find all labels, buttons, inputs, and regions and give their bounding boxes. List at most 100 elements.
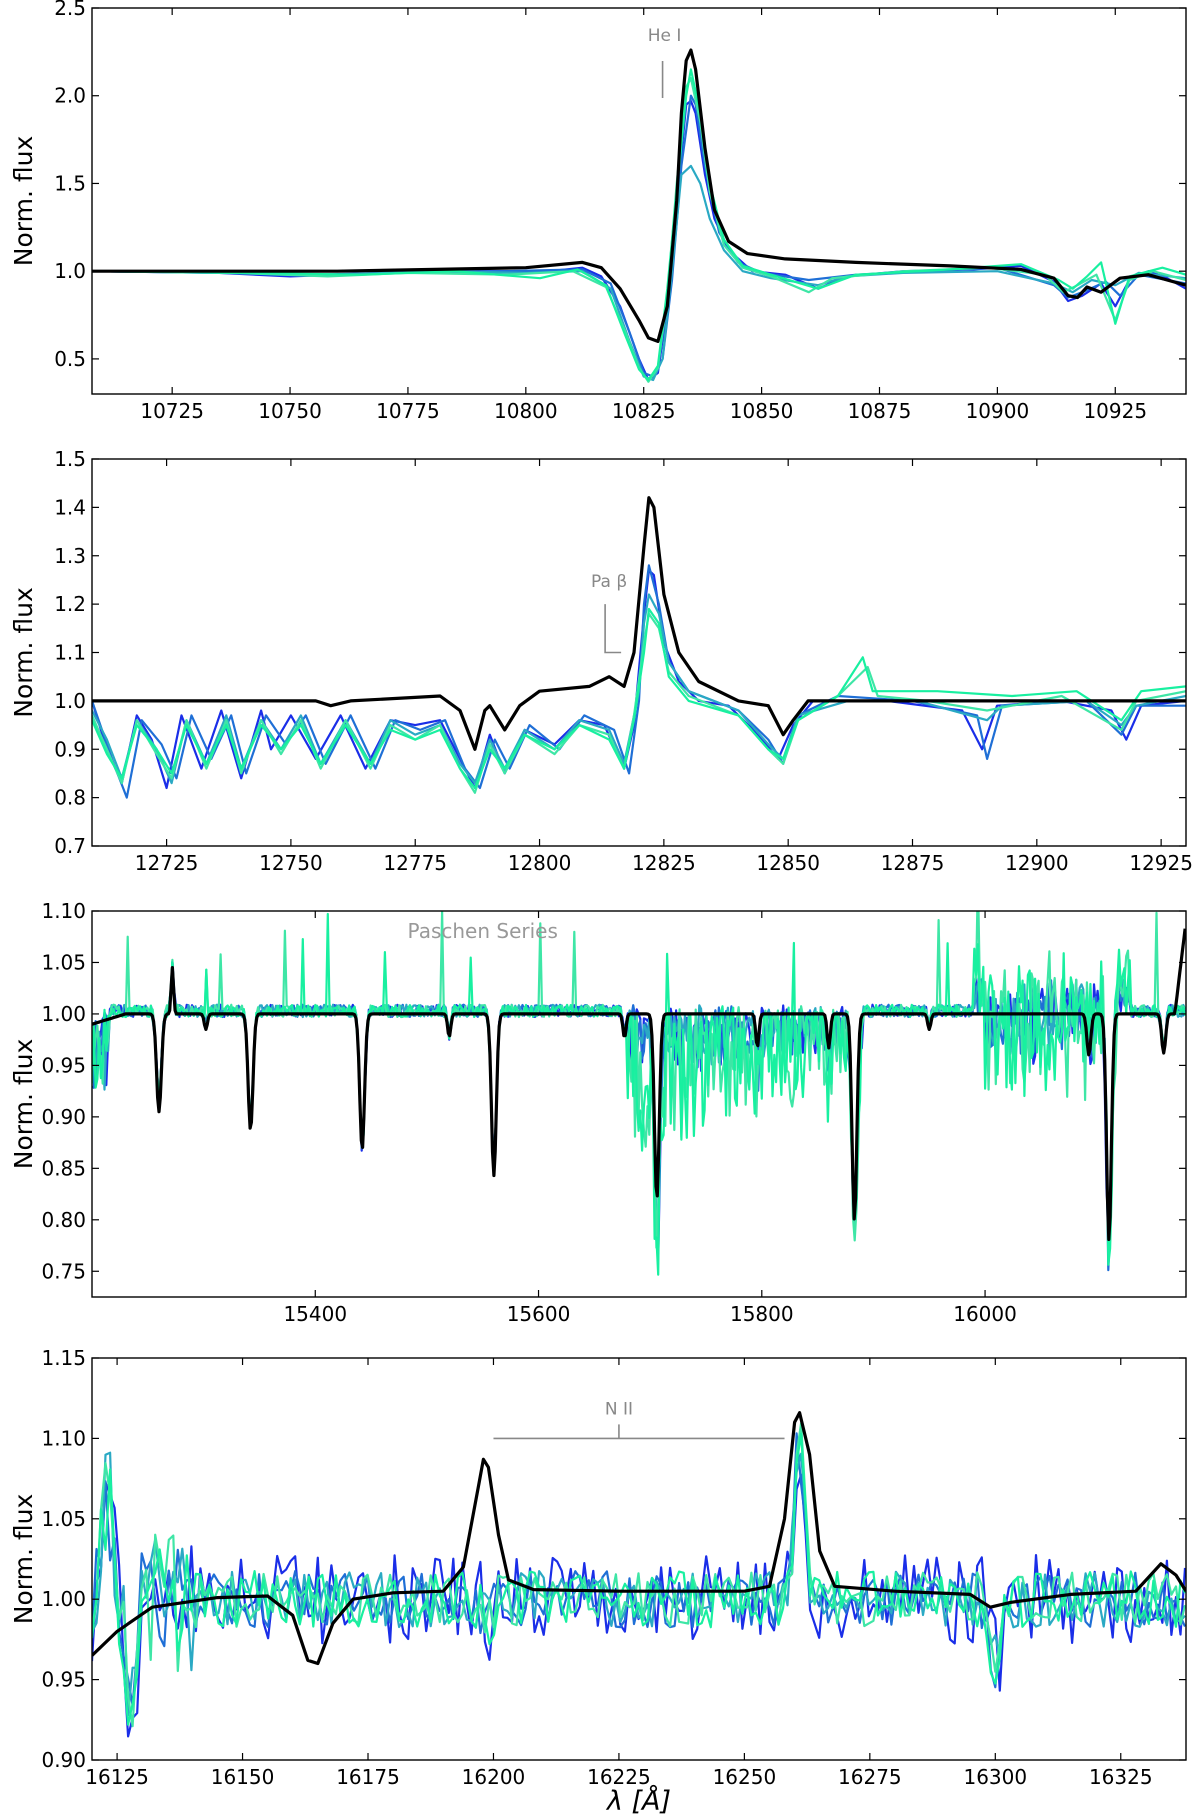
y-tick-label: 1.2 xyxy=(54,592,86,616)
y-tick-label: 0.80 xyxy=(41,1208,86,1232)
y-tick-label: 1.0 xyxy=(54,259,86,283)
x-tick-label: 12750 xyxy=(259,851,323,875)
y-tick-label: 1.00 xyxy=(41,1002,86,1026)
y-tick-label: 0.9 xyxy=(54,737,86,761)
y-tick-label: 0.85 xyxy=(41,1156,86,1180)
annotation-label: Paschen Series xyxy=(408,919,558,943)
y-axis-label: Norm. flux xyxy=(9,1039,38,1169)
x-tick-label: 10925 xyxy=(1083,399,1147,423)
y-tick-label: 1.10 xyxy=(41,1426,86,1450)
model-series xyxy=(92,928,1186,1241)
x-tick-label: 15600 xyxy=(507,1302,571,1326)
x-tick-label: 10775 xyxy=(376,399,440,423)
observed-series-3 xyxy=(92,593,1186,785)
x-tick-label: 10750 xyxy=(258,399,322,423)
x-tick-label: 16250 xyxy=(713,1765,777,1789)
model-series xyxy=(92,48,1186,343)
y-tick-label: 2.0 xyxy=(54,84,86,108)
observed-series-4 xyxy=(92,77,1186,383)
panel-paschen-series: 15400 15600 15800 16000 0.75 0.80 0.85 0.90 0.95… xyxy=(9,899,1187,1326)
y-tick-label: 1.05 xyxy=(41,1507,86,1531)
y-tick-label: 1.0 xyxy=(54,689,86,713)
x-tick-label: 10800 xyxy=(494,399,558,423)
x-tick-label: 10725 xyxy=(140,399,204,423)
x-tick-label: 15400 xyxy=(283,1302,347,1326)
y-tick-label: 1.1 xyxy=(54,641,86,665)
x-tick-label: 12800 xyxy=(508,851,572,875)
plot-area xyxy=(92,911,1186,1276)
plot-area xyxy=(92,1411,1186,1738)
axes-frame xyxy=(91,7,1187,395)
x-tick-label: 12775 xyxy=(383,851,447,875)
model-series xyxy=(92,496,1186,751)
x-tick-label: 10875 xyxy=(848,399,912,423)
annotation-marker xyxy=(604,604,622,654)
y-tick-label: 2.5 xyxy=(54,0,86,20)
y-tick-label: 1.10 xyxy=(41,899,86,923)
y-tick-label: 1.15 xyxy=(41,1346,86,1370)
y-tick-label: 1.5 xyxy=(54,171,86,195)
x-tick-label: 16000 xyxy=(953,1302,1017,1326)
plot-area xyxy=(92,496,1186,799)
panel-n-ii: 16125 16150 16175 16200 16225 16250 16275 16300… xyxy=(9,1346,1187,1789)
x-tick-label: 16200 xyxy=(462,1765,526,1789)
y-axis-label: Norm. flux xyxy=(9,136,38,266)
y-tick-label: 1.4 xyxy=(54,495,86,519)
panel-he-i: 10725 10750 10775 10800 10825 10850 10875 10900… xyxy=(9,0,1187,423)
y-axis-label: Norm. flux xyxy=(9,1494,38,1624)
y-tick-label: 0.5 xyxy=(54,347,86,371)
x-tick-label: 10850 xyxy=(730,399,794,423)
annotation: Paschen Series xyxy=(408,919,558,943)
x-tick-label: 10900 xyxy=(966,399,1030,423)
x-tick-label: 16125 xyxy=(85,1765,149,1789)
x-tick-label: 16150 xyxy=(211,1765,275,1789)
observed-series-5 xyxy=(92,607,1186,790)
y-tick-label: 1.5 xyxy=(54,447,86,471)
x-axis-label: λ [Å] xyxy=(605,1785,671,1817)
observed-series-5 xyxy=(92,912,1186,1276)
observed-series-2 xyxy=(92,1432,1186,1707)
x-tick-label: 16325 xyxy=(1089,1765,1153,1789)
x-tick-label: 12875 xyxy=(881,851,945,875)
x-tick-label: 16225 xyxy=(587,1765,651,1789)
y-tick-label: 1.05 xyxy=(41,950,86,974)
y-tick-label: 0.95 xyxy=(41,1053,86,1077)
x-tick-label: 16300 xyxy=(963,1765,1027,1789)
annotation-label: N II xyxy=(605,1399,633,1419)
axes-frame xyxy=(91,910,1187,1298)
annotation: He I xyxy=(648,26,682,98)
y-tick-label: 0.95 xyxy=(41,1668,86,1692)
annotation-label: He I xyxy=(648,26,682,46)
observed-series-1 xyxy=(92,1473,1186,1738)
plot-area xyxy=(92,48,1186,383)
x-tick-label: 12850 xyxy=(756,851,820,875)
observed-series-5 xyxy=(92,1432,1186,1726)
annotation: Pa β xyxy=(591,572,627,654)
axes-frame xyxy=(91,1357,1187,1761)
observed-series-1 xyxy=(92,99,1186,382)
y-tick-label: 0.8 xyxy=(54,786,86,810)
y-tick-label: 0.90 xyxy=(41,1105,86,1129)
annotation-label: Pa β xyxy=(591,572,627,592)
x-tick-label: 12825 xyxy=(632,851,696,875)
observed-series-5 xyxy=(92,68,1186,382)
x-tick-label: 15800 xyxy=(730,1302,794,1326)
observed-series-4 xyxy=(92,911,1186,1249)
y-tick-label: 0.75 xyxy=(41,1259,86,1283)
y-axis-label: Norm. flux xyxy=(9,587,38,717)
x-tick-label: 10825 xyxy=(612,399,676,423)
x-tick-label: 16175 xyxy=(336,1765,400,1789)
x-tick-label: 12725 xyxy=(135,851,199,875)
y-tick-label: 1.3 xyxy=(54,544,86,568)
y-tick-label: 0.7 xyxy=(54,834,86,858)
x-tick-label: 12900 xyxy=(1005,851,1069,875)
x-tick-label: 16275 xyxy=(838,1765,902,1789)
annotation: N II xyxy=(493,1399,785,1440)
observed-series-2 xyxy=(92,94,1186,378)
axes-frame xyxy=(91,458,1187,847)
model-series xyxy=(92,1411,1186,1666)
y-tick-label: 1.00 xyxy=(41,1587,86,1611)
panel-pa-beta: 12725 12750 12775 12800 12825 12850 12875 12900… xyxy=(9,447,1193,875)
x-tick-label: 12925 xyxy=(1129,851,1193,875)
